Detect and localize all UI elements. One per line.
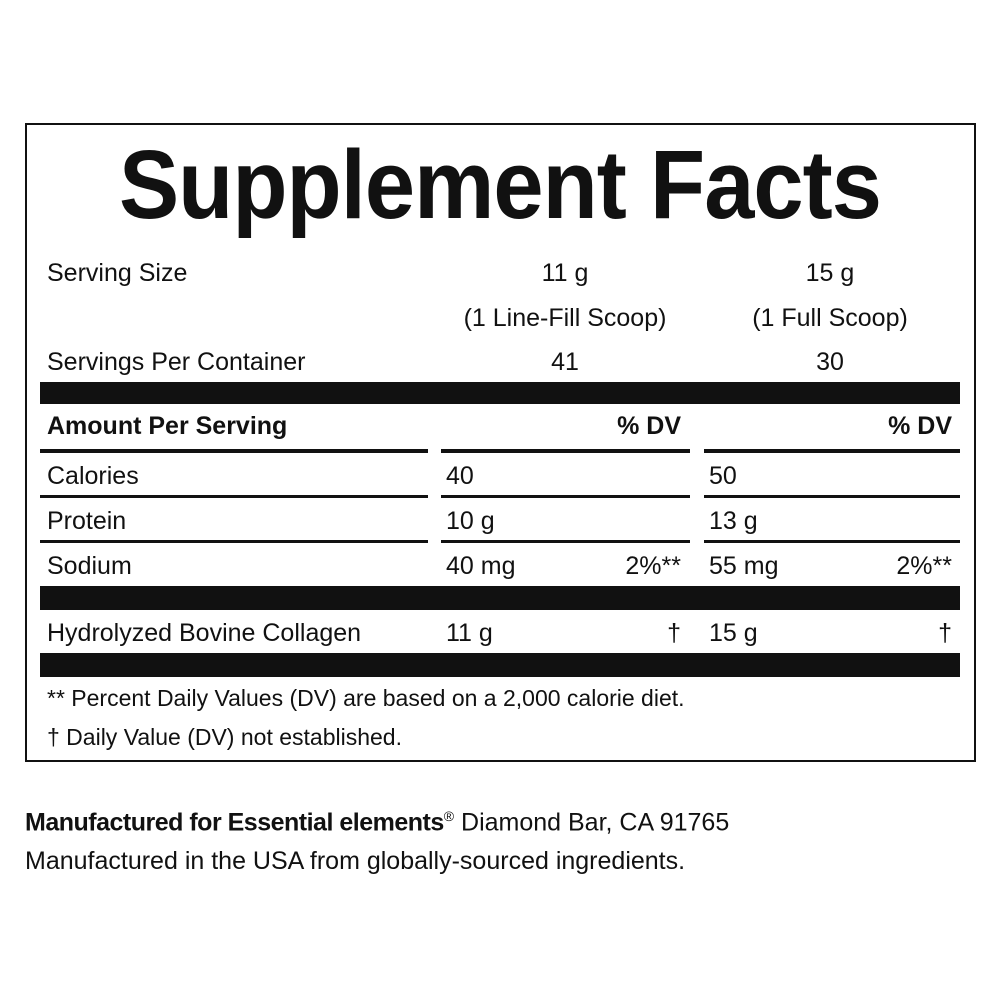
manufacturer-line: Manufactured for Essential elements® Dia… xyxy=(25,808,729,837)
serving-note-col1: (1 Line-Fill Scoop) xyxy=(463,304,667,332)
nutrient-name: Hydrolyzed Bovine Collagen xyxy=(47,619,362,647)
nutrient-name: Protein xyxy=(47,507,127,535)
footnote-dagger: † Daily Value (DV) not established. xyxy=(47,724,402,750)
servings-per-container-label: Servings Per Container xyxy=(47,348,306,376)
thick-divider xyxy=(40,653,960,677)
footnote-dv: ** Percent Daily Values (DV) are based o… xyxy=(47,685,685,711)
servings-col1: 41 xyxy=(551,348,579,376)
dv-col1: 2%** xyxy=(625,552,681,580)
dv-header-col1: % DV xyxy=(617,412,681,440)
serving-note-col2: (1 Full Scoop) xyxy=(752,304,908,332)
thick-divider xyxy=(40,586,960,610)
amount-col1: 40 mg xyxy=(446,552,516,580)
amount-per-serving-header: Amount Per Serving xyxy=(47,412,288,440)
manufacturer-name: Manufactured for Essential elements xyxy=(25,808,444,837)
servings-col2: 30 xyxy=(816,348,844,376)
origin-line: Manufactured in the USA from globally-so… xyxy=(25,847,686,875)
amount-col2: 15 g xyxy=(709,619,758,647)
facts-panel-border xyxy=(25,123,976,762)
dv-col2: 2%** xyxy=(896,552,952,580)
dv-col2: † xyxy=(938,619,952,647)
nutrient-name: Calories xyxy=(47,462,139,490)
amount-col1: 40 xyxy=(446,462,474,490)
amount-col2: 13 g xyxy=(709,507,758,535)
registered-mark: ® xyxy=(443,808,455,824)
manufacturer-address: Diamond Bar, CA 91765 xyxy=(454,808,730,837)
panel-title: Supplement Facts xyxy=(118,130,882,239)
serving-size-col1: 11 g xyxy=(541,259,589,287)
amount-col2: 50 xyxy=(709,462,737,490)
serving-size-col2: 15 g xyxy=(805,259,855,287)
serving-size-label: Serving Size xyxy=(47,259,188,287)
amount-col1: 10 g xyxy=(446,507,495,535)
nutrient-name: Sodium xyxy=(47,552,132,580)
amount-col1: 11 g xyxy=(446,619,493,647)
dv-header-col2: % DV xyxy=(888,412,952,440)
thick-divider xyxy=(40,382,960,404)
amount-col2: 55 mg xyxy=(709,552,779,580)
dv-col1: † xyxy=(667,619,681,647)
